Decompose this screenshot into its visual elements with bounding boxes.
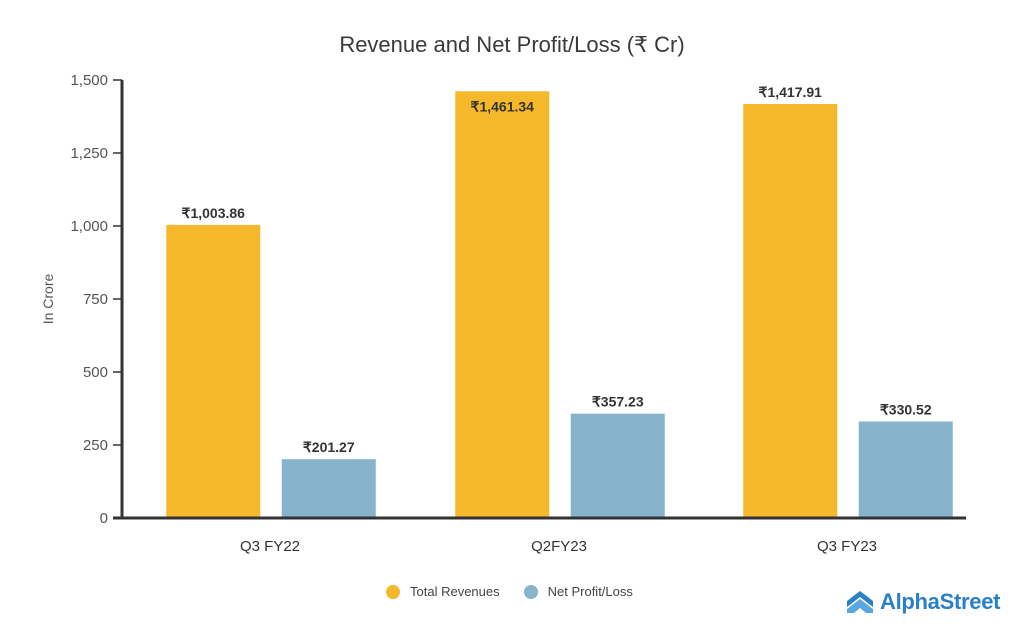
data-labels-group: ₹1,003.86 ₹201.27 ₹1,461.34 ₹357.23 ₹1,417.9…	[182, 84, 932, 455]
bar-net-profit-1	[570, 413, 665, 518]
bars-group	[166, 91, 953, 519]
chart-title: Revenue and Net Profit/Loss (₹ Cr)	[339, 32, 684, 57]
y-tick-label: 1,000	[70, 218, 108, 235]
data-label-profit-0: ₹201.27	[303, 439, 355, 455]
y-tick-label: 1,500	[70, 72, 108, 89]
legend-label-revenues: Total Revenues	[410, 584, 500, 599]
data-label-profit-2: ₹330.52	[880, 401, 932, 417]
y-tick-label: 0	[100, 510, 108, 527]
data-label-revenue-0: ₹1,003.86	[182, 205, 246, 221]
legend-item-net-profit: Net Profit/Loss	[523, 584, 633, 599]
x-category-label: Q3 FY22	[240, 538, 300, 555]
category-labels-group: Q3 FY22 Q2FY23 Q3 FY23	[240, 538, 877, 555]
y-axis-label: In Crore	[40, 274, 56, 325]
legend-item-total-revenues: Total Revenues	[386, 584, 500, 599]
alphastreet-logo: AlphaStreet	[846, 589, 1000, 615]
bar-net-profit-2	[858, 421, 953, 518]
bar-total-revenues-0	[166, 224, 261, 519]
legend-label-profit: Net Profit/Loss	[547, 584, 633, 599]
data-label-revenue-2: ₹1,417.91	[759, 84, 823, 100]
legend-dot-revenues	[386, 584, 400, 599]
alphastreet-logo-icon	[847, 591, 873, 613]
y-tick-label: 750	[83, 291, 108, 308]
x-category-label: Q3 FY23	[817, 538, 877, 555]
legend-dot-profit	[523, 584, 538, 599]
logo-text: AlphaStreet	[880, 589, 1001, 614]
bar-total-revenues-1	[455, 91, 550, 518]
y-axis-ticks: 0 250 500 750 1,000 1,250 1,500	[70, 72, 122, 527]
data-label-profit-1: ₹357.23	[592, 394, 644, 410]
y-tick-label: 1,250	[70, 145, 108, 162]
data-label-revenue-1: ₹1,461.34	[471, 98, 535, 114]
x-category-label: Q2FY23	[531, 538, 587, 555]
legend: Total Revenues Net Profit/Loss	[386, 584, 657, 599]
y-tick-label: 250	[83, 437, 108, 454]
bar-total-revenues-2	[743, 103, 838, 519]
y-tick-label: 500	[83, 364, 108, 381]
bar-net-profit-0	[281, 459, 376, 518]
